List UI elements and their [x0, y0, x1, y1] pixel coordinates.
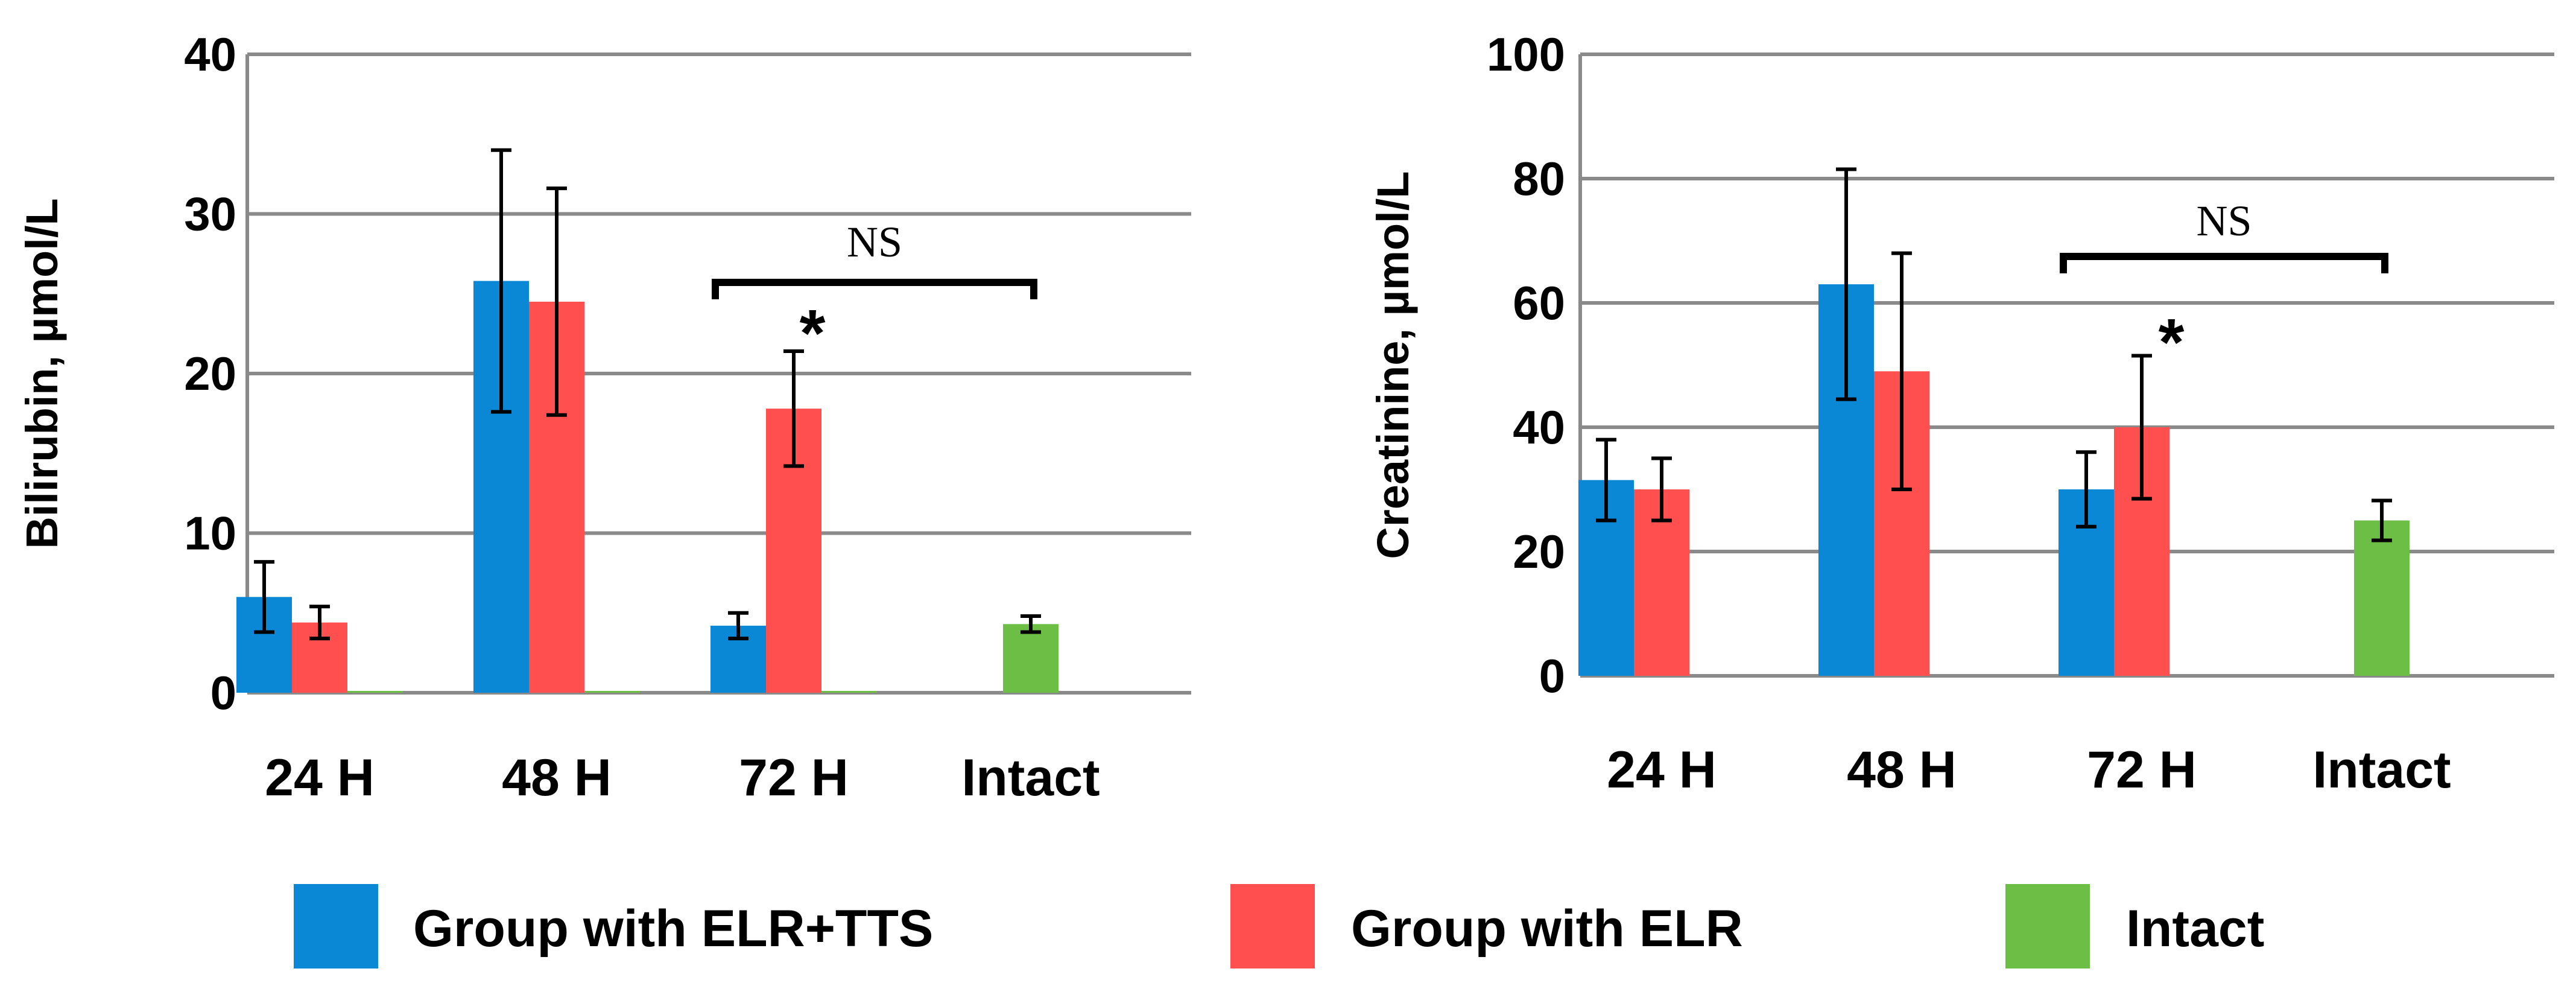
y-tick-label: 0: [210, 666, 236, 719]
legend-swatch-intact: [2005, 884, 2090, 969]
legend-label-intact: Intact: [2126, 900, 2264, 958]
significance-star: *: [2159, 305, 2185, 380]
y-tick-label: 40: [1513, 401, 1565, 454]
bilirubin-chart: 0 10 20 30 40 24 H 48 H 72 H Intact Bilirubin, µm…: [17, 28, 1191, 807]
y-tick-label: 20: [1513, 525, 1565, 578]
ns-label: NS: [2196, 197, 2252, 245]
bar: [584, 691, 640, 693]
y-tick-label: 10: [184, 507, 236, 560]
creatinine-chart: 0 20 40 60 80 100 24 H 48 H 72 H Intact Creatinine…: [1368, 28, 2554, 799]
legend-label-elr-tts: Group with ELR+TTS: [413, 900, 933, 958]
y-tick-label: 0: [1539, 649, 1565, 702]
x-tick-label: 72 H: [739, 749, 849, 807]
y-tick-label: 30: [184, 188, 236, 241]
y-tick-label: 60: [1513, 276, 1565, 329]
ns-bracket: [2060, 253, 2388, 273]
x-tick-label: 24 H: [265, 749, 375, 807]
y-tick-label: 40: [184, 28, 236, 81]
legend-item-elr: Group with ELR: [1230, 884, 1743, 969]
y-tick-label: 100: [1487, 28, 1565, 81]
bar: [347, 691, 403, 693]
y-axis-label: Bilirubin, µmol/L: [17, 198, 67, 549]
legend-item-intact: Intact: [2005, 884, 2264, 969]
y-axis-label: Creatinine, µmol/L: [1368, 171, 1418, 559]
legend-label-elr: Group with ELR: [1351, 900, 1743, 958]
legend-item-elr-tts: Group with ELR+TTS: [294, 884, 933, 969]
bar: [821, 691, 877, 693]
bar: [1003, 624, 1059, 693]
bar: [2354, 520, 2410, 676]
significance-star: *: [800, 296, 826, 371]
y-tick-label: 80: [1513, 152, 1565, 205]
legend-swatch-elr-tts: [294, 884, 378, 969]
legend: Group with ELR+TTS Group with ELR Intact: [294, 884, 2264, 969]
y-tick-label: 20: [184, 347, 236, 400]
x-tick-label: Intact: [961, 749, 1100, 807]
x-tick-label: Intact: [2312, 741, 2451, 799]
x-tick-label: 48 H: [1847, 741, 1957, 799]
legend-swatch-elr: [1230, 884, 1315, 969]
x-tick-label: 24 H: [1607, 741, 1717, 799]
x-tick-label: 48 H: [502, 749, 612, 807]
x-tick-label: 72 H: [2087, 741, 2197, 799]
ns-bracket: [712, 279, 1037, 299]
ns-label: NS: [847, 218, 902, 266]
